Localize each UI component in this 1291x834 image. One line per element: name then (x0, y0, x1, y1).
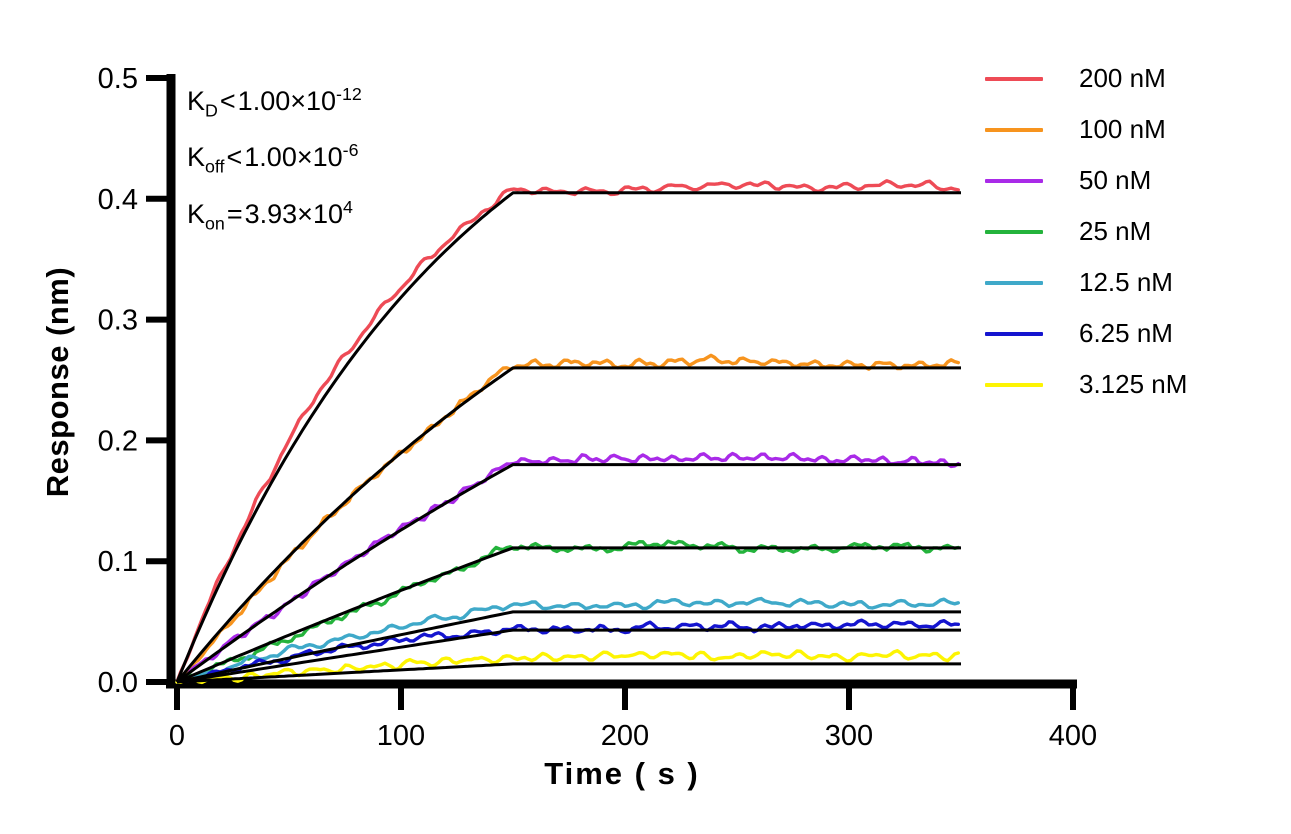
legend-label: 50 nM (1079, 165, 1152, 195)
fit-line (176, 662, 961, 684)
y-tick-label: 0.1 (98, 546, 138, 578)
fit-line (176, 610, 961, 684)
y-tick-label: 0.2 (98, 425, 138, 457)
koff-exponent: -6 (342, 140, 359, 161)
y-tick-label: 0.0 (98, 667, 138, 699)
kd-subscript: D (205, 100, 218, 121)
kinetic-constant-koff: Koff<1.00×10-6 (187, 130, 362, 186)
legend-line-swatch (985, 331, 1043, 336)
fit-line (175, 191, 961, 683)
x-tick-label: 200 (601, 720, 649, 752)
koff-value: 1.00×10 (244, 142, 343, 173)
kinetic-constant-kd: KD<1.00×10-12 (187, 74, 362, 130)
series-curve-100nM (175, 353, 960, 684)
kd-exponent: -12 (336, 84, 362, 104)
legend-line-swatch (985, 76, 1043, 81)
legend-item: 12.5 nM (985, 257, 1187, 308)
legend-label: 3.125 nM (1079, 369, 1188, 399)
legend-line-swatch (985, 280, 1043, 285)
legend-item: 50 nM (985, 155, 1187, 206)
x-tick-label: 400 (1049, 720, 1097, 752)
series-curve-3.125nM (175, 649, 960, 685)
fit-line (175, 366, 961, 683)
kon-exponent: 4 (342, 196, 353, 217)
legend-label: 25 nM (1079, 216, 1152, 246)
legend-label: 12.5 nM (1079, 267, 1173, 297)
series-curve-50nM (175, 451, 960, 684)
kon-subscript: on (205, 213, 225, 234)
kon-relation: = (226, 198, 243, 229)
legend-item: 200 nM (985, 53, 1187, 104)
x-tick-label: 300 (825, 720, 873, 752)
x-tick-label: 0 (169, 720, 185, 752)
y-tick-label: 0.3 (98, 305, 138, 337)
legend-label: 6.25 nM (1079, 318, 1173, 348)
legend: 200 nM 100 nM 50 nM 25 nM 12.5 nM 6.25 nM 3.12… (985, 53, 1187, 410)
legend-label: 100 nM (1079, 114, 1166, 144)
fit-line (176, 463, 961, 684)
kinetics-annotation: KD<1.00×10-12 Koff<1.00×10-6 Kon=3.93×10… (187, 74, 362, 243)
x-axis-title: Time ( s ) (544, 756, 700, 791)
kd-value: 1.00×10 (237, 86, 337, 116)
legend-item: 3.125 nM (985, 359, 1187, 410)
legend-line-swatch (985, 127, 1043, 132)
koff-subscript: off (205, 156, 225, 177)
fit-line (176, 628, 961, 684)
kon-symbol: K (187, 198, 206, 229)
legend-item: 25 nM (985, 206, 1187, 257)
x-tick-label: 100 (377, 720, 425, 752)
kd-relation: < (219, 86, 236, 116)
y-axis-title: Response (nm) (40, 266, 75, 498)
koff-relation: < (226, 142, 243, 173)
kon-value: 3.93×10 (244, 198, 343, 229)
series-curve-12.5nM (175, 596, 960, 684)
kd-symbol: K (187, 86, 206, 116)
y-tick-label: 0.4 (98, 184, 138, 216)
series-curve-6.25nM (175, 618, 960, 684)
legend-line-swatch (985, 229, 1043, 234)
y-tick-label: 0.5 (98, 63, 138, 95)
legend-item: 100 nM (985, 104, 1187, 155)
legend-line-swatch (985, 178, 1043, 183)
legend-item: 6.25 nM (985, 308, 1187, 359)
kinetic-constant-kon: Kon=3.93×104 (187, 187, 362, 243)
koff-symbol: K (187, 142, 206, 173)
legend-line-swatch (985, 382, 1043, 387)
fit-line (176, 546, 961, 684)
legend-label: 200 nM (1079, 63, 1166, 93)
